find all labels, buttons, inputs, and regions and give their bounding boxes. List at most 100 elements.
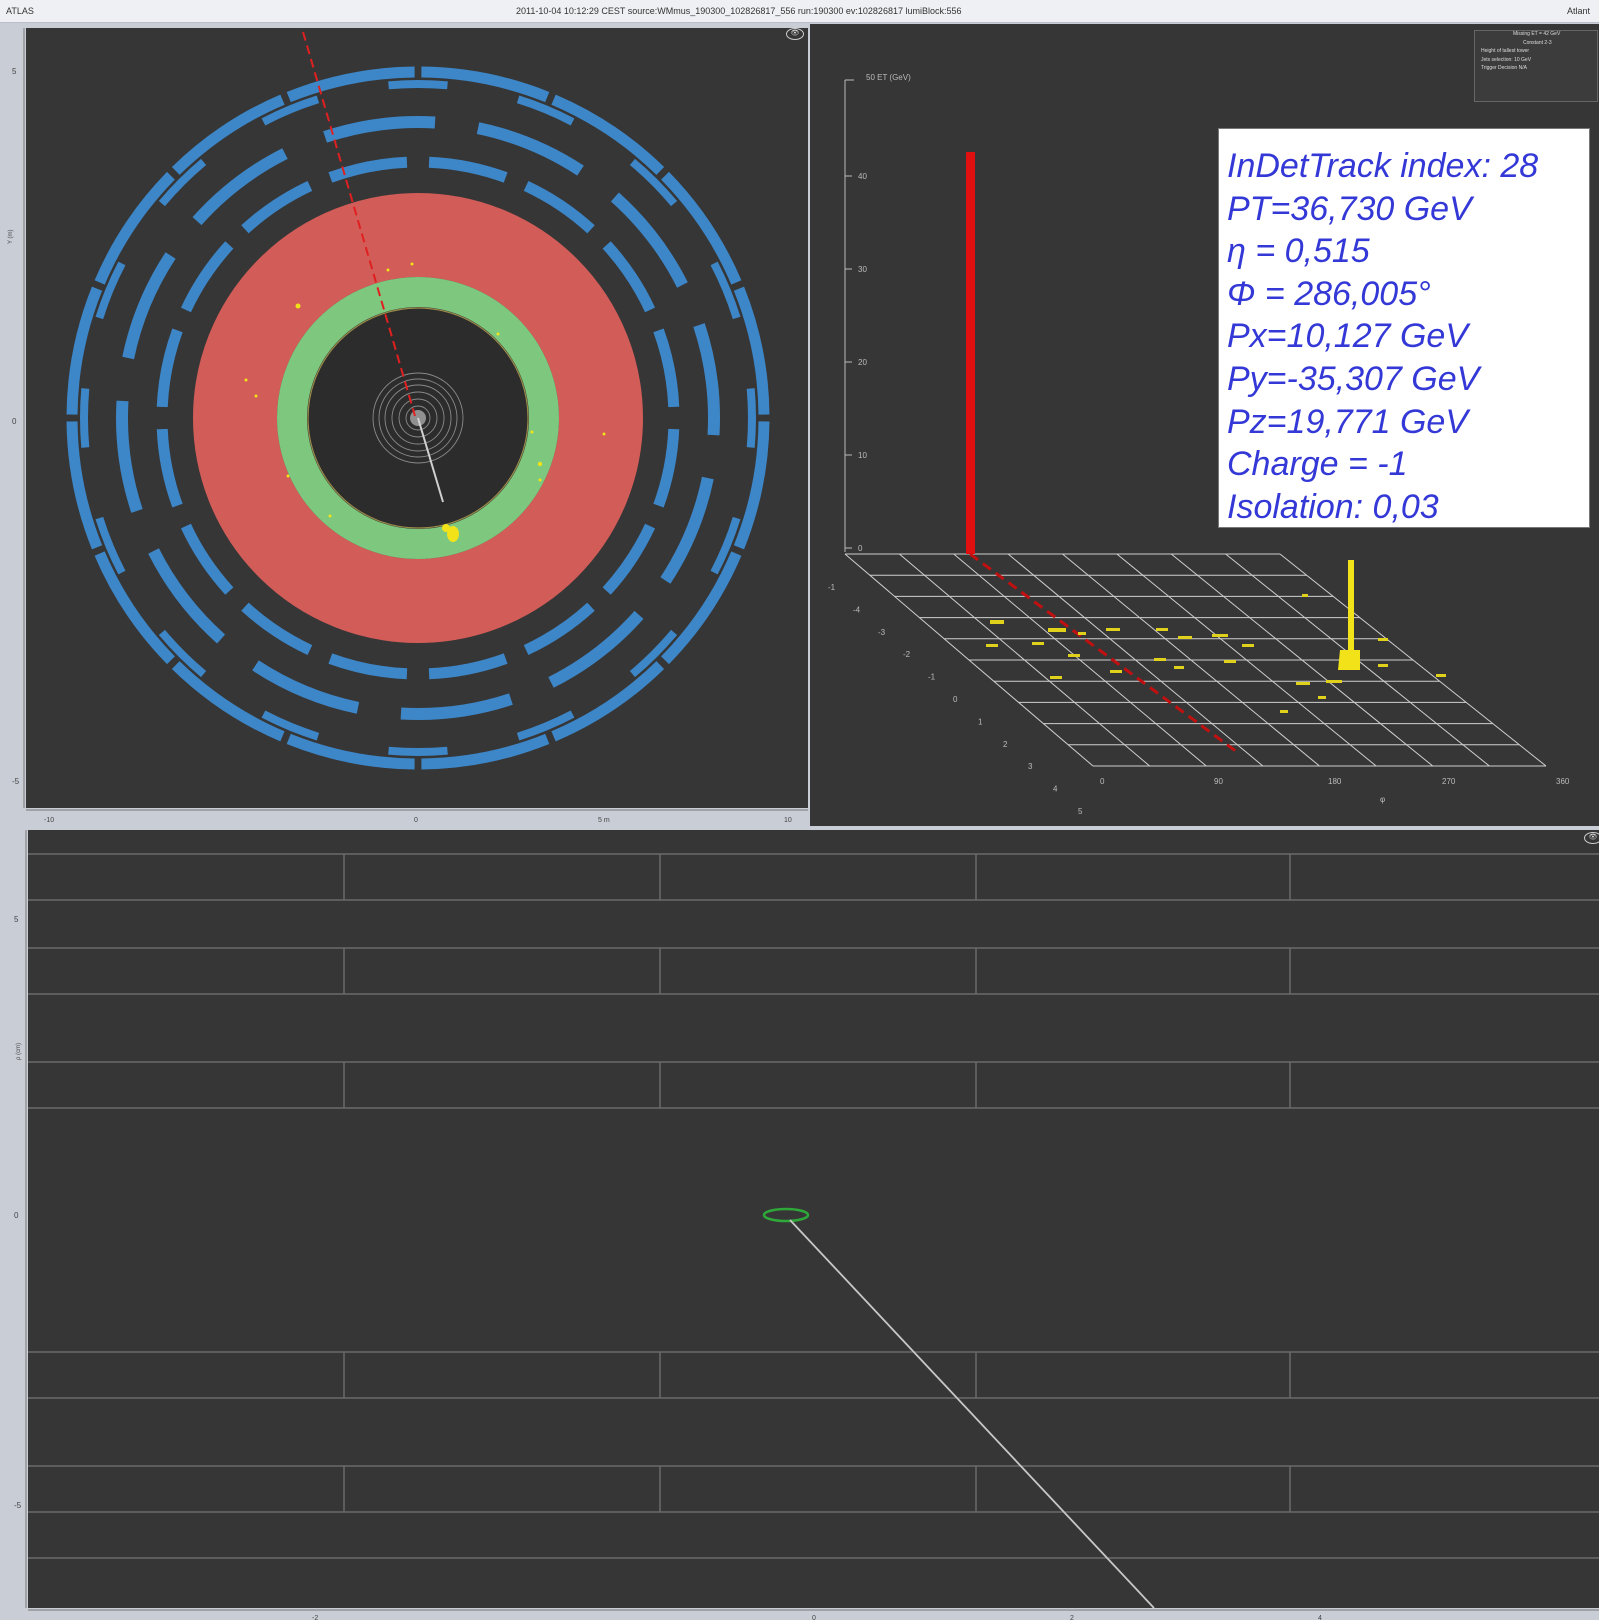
lego-z-tick-3: 10: [858, 451, 867, 460]
yx-view-panel[interactable]: 5 0 -5 Y (m) -10 0 5 m 10: [0, 24, 808, 826]
title-bar: ATLAS 2011-10-04 10:12:29 CEST source:WM…: [0, 0, 1599, 23]
lego-z-tick-4: 0: [858, 544, 863, 553]
muon-chamber-50: [180, 523, 234, 595]
lego-phi-label: φ: [1380, 795, 1385, 804]
event-info-label: 2011-10-04 10:12:29 CEST source:WMmus_19…: [516, 6, 962, 16]
muon-chamber-28: [516, 95, 575, 126]
info-line-eta: η = 0,515: [1227, 232, 1370, 271]
muon-chamber-39: [192, 148, 288, 226]
rz-view-panel[interactable]: 5 0 -5 ρ (cm) -2 0 2 4 👁: [0, 828, 1599, 1620]
rz-vertex: [762, 1207, 810, 1223]
app-name-label: Atlant: [1567, 6, 1591, 16]
pixel-layers: [372, 372, 464, 464]
muon-chamber-42: [610, 192, 688, 288]
lego-grid: [844, 553, 1547, 767]
yx-x-tick-4: 10: [784, 817, 792, 824]
info-line-track-index: InDetTrack index: 28: [1227, 147, 1539, 185]
lar-calorimeter-ring: [193, 193, 643, 643]
muon-chamber-13: [551, 94, 665, 175]
muon-chamber-40: [323, 116, 436, 143]
rz-y-tick-mid: 0: [14, 1211, 19, 1220]
lego-eta-tick-1: -4: [853, 605, 861, 614]
muon-chamber-54: [241, 180, 313, 234]
yx-x-tick-2: 0: [414, 817, 418, 824]
muon-chamber-4: [286, 733, 415, 770]
lego-z-label: 50 ET (GeV): [866, 73, 911, 82]
muon-chamber-11: [286, 66, 415, 103]
info-line-pt: PT=36,730 GeV: [1227, 189, 1472, 228]
legoplot-canvas[interactable]: 50 ET (GeV) 40 30 20 10 0 -1 -4 -3 -2 -1 0 1 2 3 4 5 0 9…: [810, 24, 1599, 826]
muon-chamber-14: [661, 171, 742, 285]
info-line-charge: Charge = -1: [1227, 445, 1408, 484]
yx-view-canvas[interactable]: 5 0 -5 Y (m) -10 0 5 m 10: [0, 24, 808, 826]
info-line-isolation: Isolation: 0,03: [1227, 487, 1439, 526]
rz-y-tick-bottom: -5: [14, 1501, 22, 1510]
muon-chamber-48: [328, 653, 408, 680]
muon-chamber-29: [629, 158, 678, 207]
muon-chamber-33: [548, 610, 644, 688]
info-line-py: Py=-35,307 GeV: [1227, 359, 1480, 398]
rz-x-tick-3: 2: [1070, 1615, 1074, 1620]
yx-x-tick-3: 5 m: [598, 817, 610, 824]
muon-chamber-1: [661, 551, 742, 665]
muon-chamber-43: [693, 323, 720, 436]
muon-chamber-6: [94, 551, 175, 665]
muon-chamber-58: [602, 241, 656, 313]
muon-chamber-20: [261, 710, 320, 741]
muon-chamber-56: [428, 156, 508, 183]
lego-phi-tick-1: 90: [1214, 777, 1223, 786]
muon-chambers: [66, 66, 770, 770]
legend-entry-1: Missing ET = 42 GeV: [1513, 31, 1561, 37]
lego-eta-tick-8: 3: [1028, 762, 1033, 771]
lego-eta-tick-4: -1: [928, 673, 936, 682]
lego-legend: Missing ET = 42 GeV Constant 2-3 Height …: [1474, 30, 1598, 102]
app-label: ATLAS: [6, 6, 34, 16]
muon-chamber-15: [733, 286, 770, 415]
calorimeter-hits: [244, 262, 606, 542]
yellow-tower: [1338, 560, 1360, 670]
rz-x-tick-2: 0: [812, 1615, 816, 1620]
rz-eye-icon[interactable]: 👁: [1584, 832, 1599, 844]
muon-chamber-41: [476, 122, 584, 176]
rz-x-tick-1: -2: [312, 1615, 318, 1620]
yx-eye-icon[interactable]: 👁: [786, 28, 804, 40]
rz-muon-track: [789, 1219, 1155, 1609]
muon-chamber-0: [733, 421, 770, 550]
muon-chamber-21: [158, 629, 207, 678]
lego-phi-tick-3: 270: [1442, 777, 1456, 786]
muon-track: [417, 417, 444, 503]
muon-chamber-5: [171, 661, 285, 742]
muon-chamber-22: [95, 516, 126, 575]
lego-phi-tick-0: 0: [1100, 777, 1105, 786]
missing-et-line: [969, 552, 1238, 754]
missing-et-track: [302, 31, 416, 417]
muon-chamber-18: [516, 710, 575, 741]
lego-z-tick-1: 30: [858, 265, 867, 274]
rz-view-canvas[interactable]: 5 0 -5 ρ (cm) -2 0 2 4: [0, 828, 1599, 1620]
legend-entry-2: Constant 2-3: [1523, 39, 1552, 46]
muon-chamber-16: [710, 516, 741, 575]
lego-z-tick-0: 40: [858, 172, 867, 181]
lego-eta-tick-2: -3: [878, 628, 886, 637]
lego-z-ticks: 40 30 20 10 0: [845, 172, 867, 553]
lego-phi-tick-2: 180: [1328, 777, 1342, 786]
lego-eta-tick-0: -1: [828, 583, 836, 592]
muon-chamber-10: [171, 94, 285, 175]
muon-chamber-36: [148, 548, 226, 644]
rz-view-background: [28, 830, 1599, 1608]
muon-chamber-38: [122, 252, 176, 360]
muon-chamber-7: [66, 421, 103, 550]
muon-chamber-35: [252, 660, 360, 714]
muon-chamber-30: [710, 261, 741, 320]
info-line-phi: Φ = 286,005°: [1227, 274, 1431, 313]
track-info-box: InDetTrack index: 28 PT=36,730 GeV η = 0…: [1218, 128, 1590, 528]
info-line-px: Px=10,127 GeV: [1227, 317, 1469, 356]
muon-chamber-12: [421, 66, 550, 103]
muon-chamber-25: [158, 158, 207, 207]
muon-chamber-26: [261, 95, 320, 126]
lego-eta-tick-10: 5: [1078, 807, 1083, 816]
lego-eta-tick-5: 0: [953, 695, 958, 704]
muon-chamber-47: [428, 653, 508, 680]
muon-chamber-45: [602, 523, 656, 595]
legend-entry-3: Height of tallest tower: [1481, 48, 1530, 54]
